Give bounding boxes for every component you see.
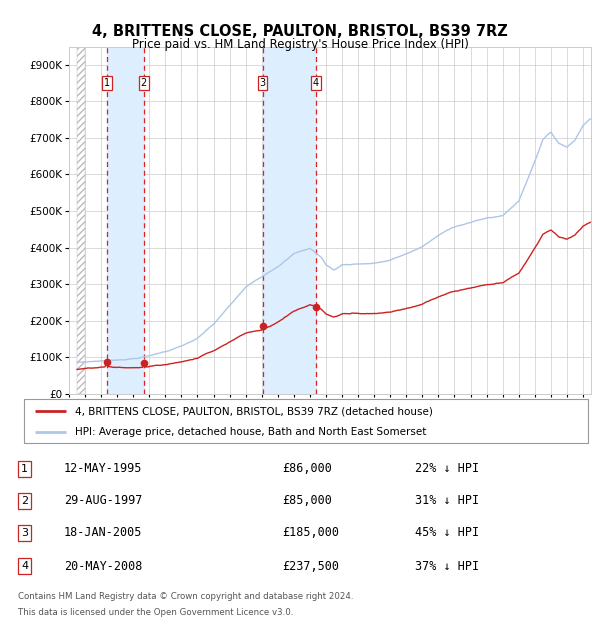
Text: 3: 3 [21, 528, 28, 538]
Text: 2: 2 [141, 78, 147, 88]
Text: 20-MAY-2008: 20-MAY-2008 [64, 560, 142, 573]
Text: Contains HM Land Registry data © Crown copyright and database right 2024.: Contains HM Land Registry data © Crown c… [18, 591, 353, 601]
Bar [77, 46, 85, 394]
Bar [263, 46, 316, 394]
Text: 22% ↓ HPI: 22% ↓ HPI [415, 463, 479, 475]
Text: 3: 3 [259, 78, 266, 88]
Text: 1: 1 [104, 78, 110, 88]
FancyBboxPatch shape [24, 399, 588, 443]
Text: 1: 1 [21, 464, 28, 474]
Text: £185,000: £185,000 [283, 526, 340, 539]
Text: This data is licensed under the Open Government Licence v3.0.: This data is licensed under the Open Gov… [18, 608, 293, 617]
Text: Price paid vs. HM Land Registry's House Price Index (HPI): Price paid vs. HM Land Registry's House … [131, 38, 469, 51]
Text: £86,000: £86,000 [283, 463, 332, 475]
Text: 4: 4 [21, 561, 28, 572]
Text: £237,500: £237,500 [283, 560, 340, 573]
Text: 4, BRITTENS CLOSE, PAULTON, BRISTOL, BS39 7RZ (detached house): 4, BRITTENS CLOSE, PAULTON, BRISTOL, BS3… [75, 406, 433, 416]
Text: 29-AUG-1997: 29-AUG-1997 [64, 494, 142, 507]
Text: HPI: Average price, detached house, Bath and North East Somerset: HPI: Average price, detached house, Bath… [75, 427, 426, 437]
Text: 31% ↓ HPI: 31% ↓ HPI [415, 494, 479, 507]
Text: £85,000: £85,000 [283, 494, 332, 507]
Bar [107, 46, 144, 394]
Text: 45% ↓ HPI: 45% ↓ HPI [415, 526, 479, 539]
Text: 4, BRITTENS CLOSE, PAULTON, BRISTOL, BS39 7RZ: 4, BRITTENS CLOSE, PAULTON, BRISTOL, BS3… [92, 24, 508, 38]
Text: 18-JAN-2005: 18-JAN-2005 [64, 526, 142, 539]
Text: 2: 2 [21, 496, 28, 506]
Text: 37% ↓ HPI: 37% ↓ HPI [415, 560, 479, 573]
Text: 12-MAY-1995: 12-MAY-1995 [64, 463, 142, 475]
Text: 4: 4 [313, 78, 319, 88]
